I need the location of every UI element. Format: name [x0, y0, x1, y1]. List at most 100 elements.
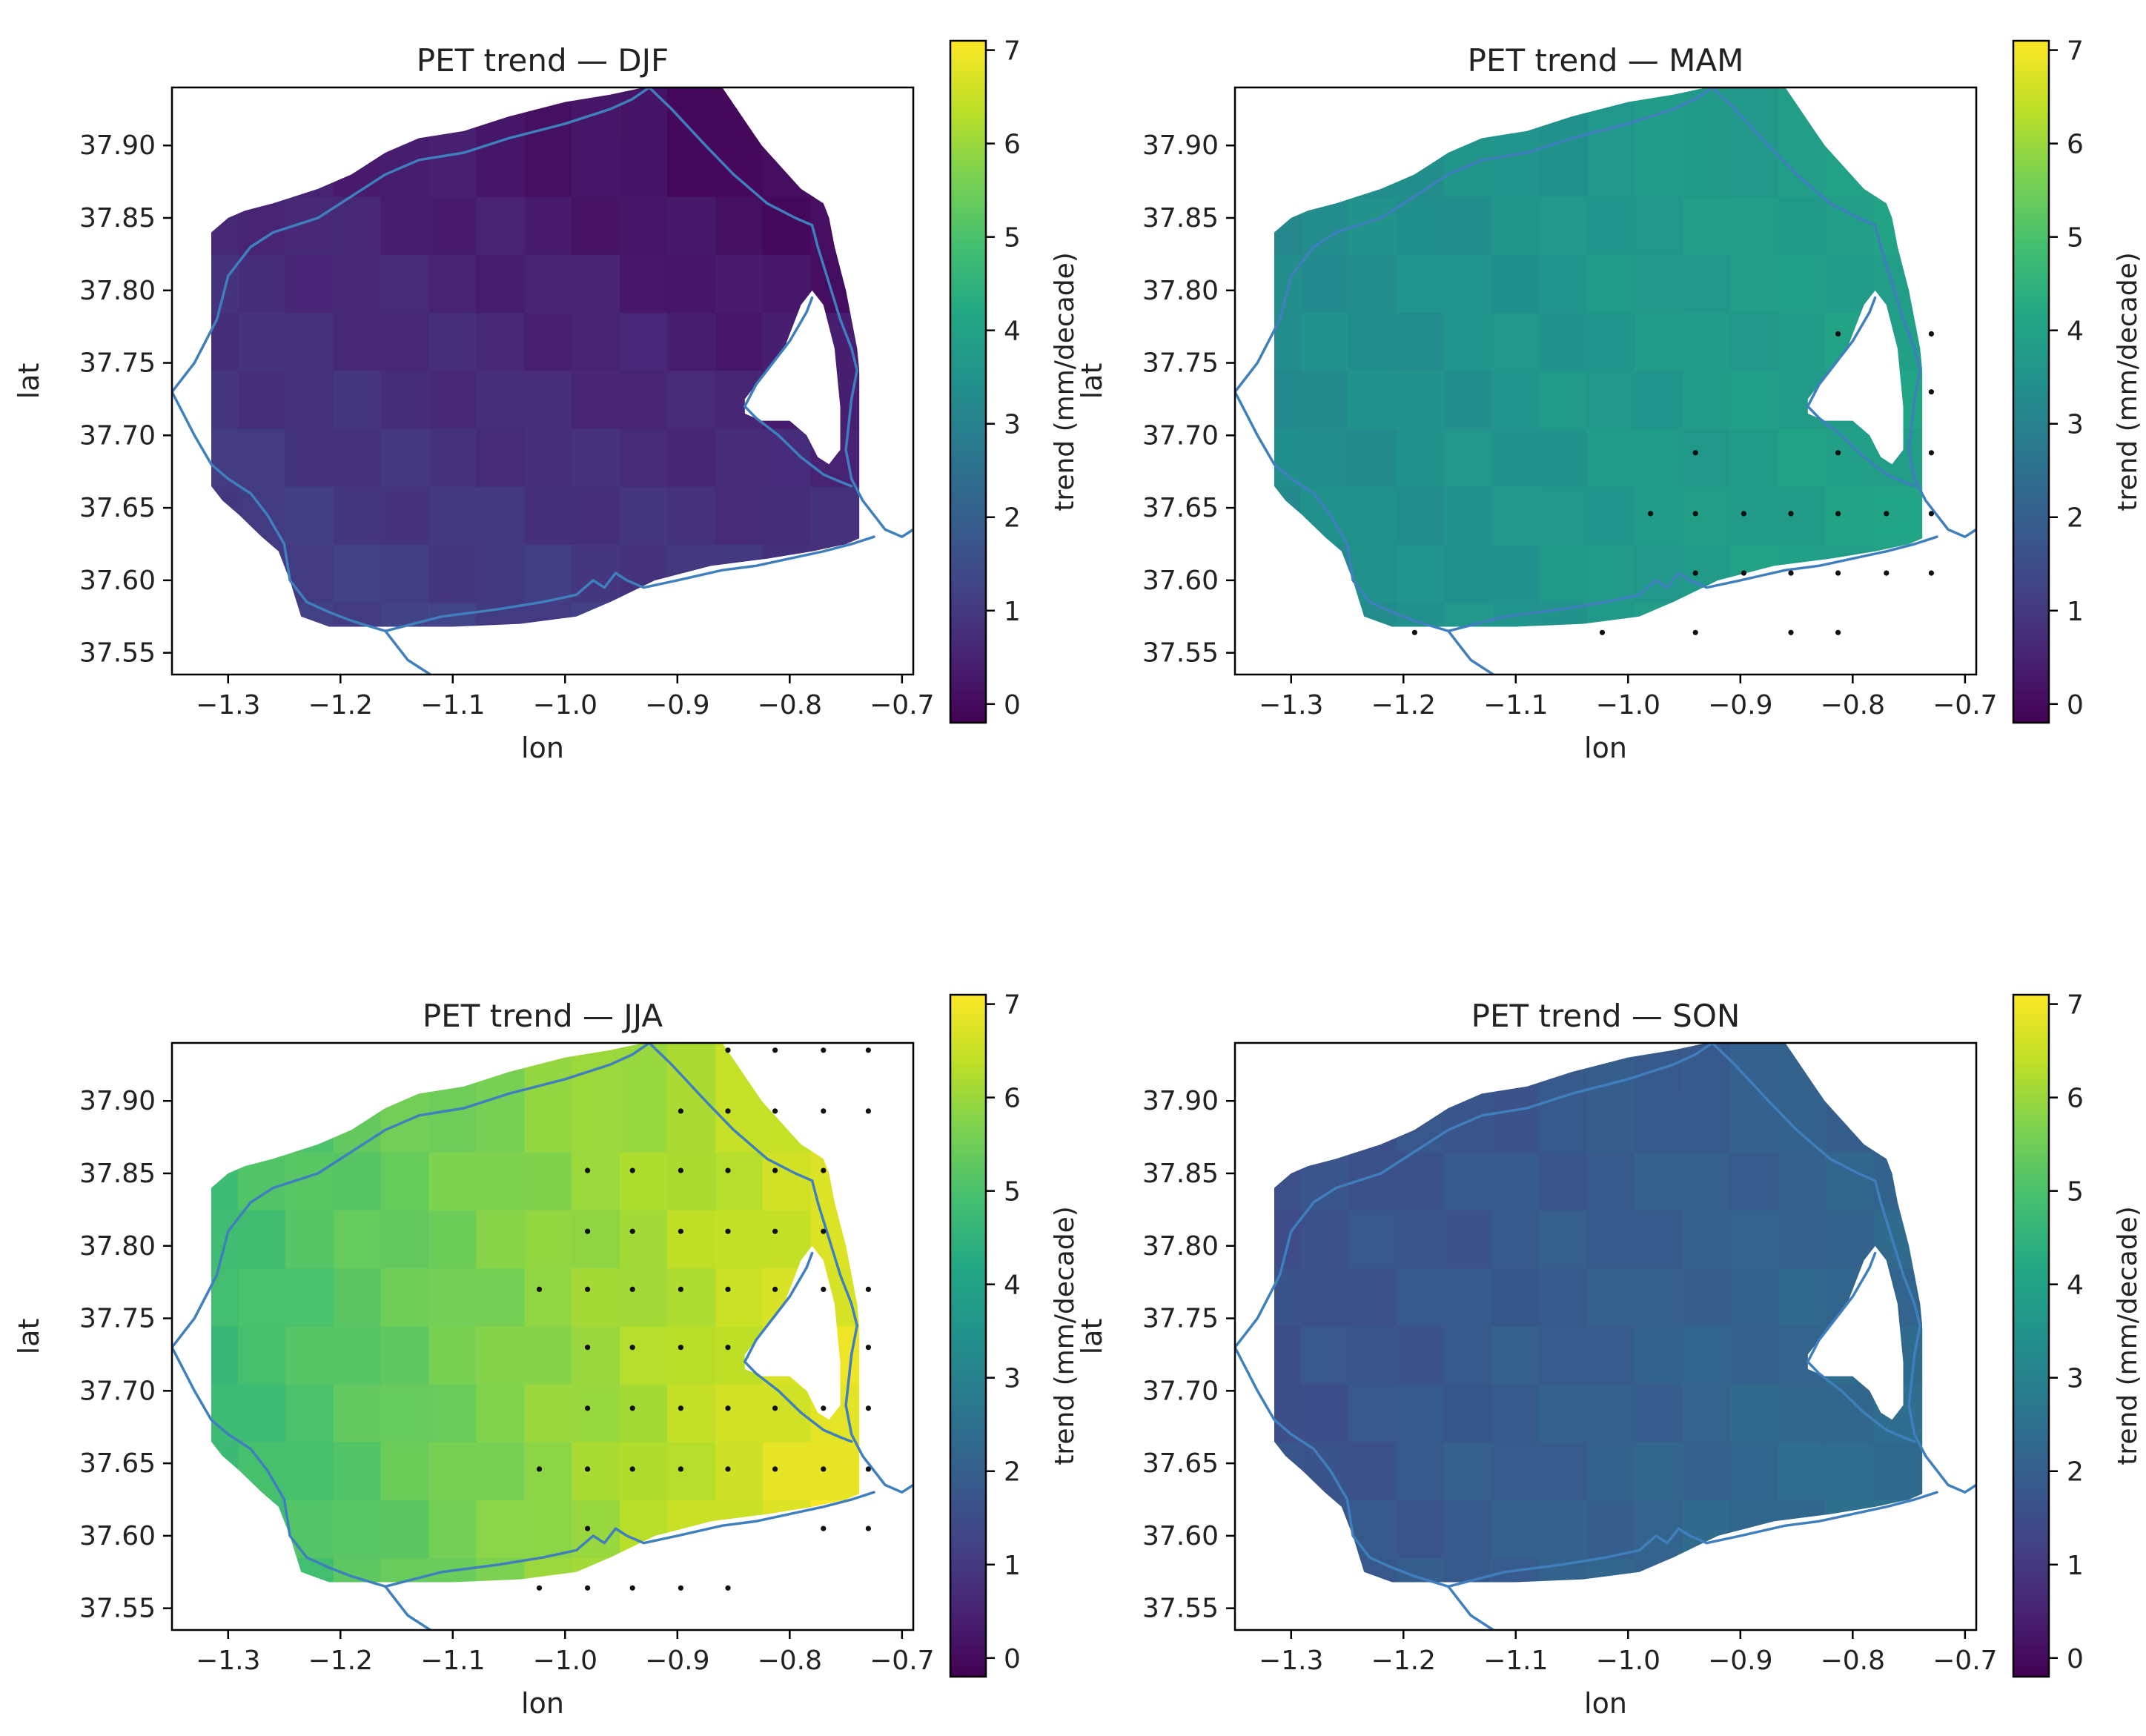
- y-tick-label: 37.80: [1142, 276, 1219, 306]
- coast-line: [1235, 390, 1495, 675]
- x-tick-label: −1.0: [533, 690, 597, 720]
- significance-dot: [821, 1286, 827, 1292]
- x-tick-label: −0.9: [645, 690, 709, 720]
- y-axis-label: lat: [13, 363, 45, 400]
- heatmap-cell: [1729, 1043, 1779, 1153]
- y-tick-label: 37.75: [1142, 348, 1219, 379]
- heatmap-cell: [810, 1093, 860, 1210]
- colorbar-tick-label: 0: [2067, 1644, 2084, 1674]
- colorbar-gradient: [950, 41, 986, 723]
- heatmap-cell: [428, 1043, 477, 1153]
- heatmap-cell: [1539, 87, 1588, 197]
- panel-2: −1.3 −1.2 −1.1 −1.0 −0.9 −0.8 −0.737.5537.6037…: [13, 990, 1080, 1720]
- colorbar-label: trend (mm/decade): [1050, 252, 1080, 511]
- colorbar-tick-label: 4: [1004, 1270, 1021, 1301]
- significance-dot: [1692, 570, 1698, 576]
- x-tick-label: −1.3: [1259, 1646, 1323, 1676]
- y-tick-label: 37.60: [79, 1521, 156, 1551]
- significance-dot: [725, 1228, 731, 1234]
- heatmap-cell: [1587, 87, 1636, 197]
- heatmap-cell: [333, 1043, 382, 1153]
- heatmap-cell: [238, 1500, 287, 1583]
- x-axis-label: lon: [521, 732, 564, 764]
- y-tick-label: 37.85: [1142, 203, 1219, 233]
- heatmap-cell: [1396, 87, 1445, 197]
- panel-1: −1.3 −1.2 −1.1 −1.0 −0.9 −0.8 −0.737.5537.6037…: [1076, 36, 2143, 764]
- significance-dot: [725, 1585, 731, 1591]
- coast-line: [743, 1251, 853, 1443]
- heatmap-cell: [620, 1043, 669, 1153]
- heatmap-cell: [1635, 1043, 1683, 1153]
- significance-dot: [629, 1228, 635, 1234]
- heatmap-cell: [810, 87, 860, 197]
- y-tick-label: 37.65: [1142, 493, 1219, 523]
- colorbar-tick-label: 3: [2067, 410, 2084, 440]
- colorbar: 0 1 2 3 4 5 6 7 trend (mm/decade): [2012, 36, 2143, 724]
- heatmap-cell: [476, 87, 525, 197]
- significance-dot: [1788, 570, 1794, 576]
- significance-dot: [678, 1228, 684, 1234]
- colorbar-label: trend (mm/decade): [1050, 1206, 1080, 1465]
- significance-dot: [1788, 511, 1794, 517]
- x-tick-label: −1.0: [533, 1646, 597, 1676]
- significance-dot: [865, 1108, 871, 1114]
- heatmap-cell: [285, 87, 334, 197]
- heatmap-cells: [211, 1043, 860, 1583]
- heatmap-cell: [238, 138, 287, 255]
- heatmap-cell: [333, 87, 382, 197]
- chart-title: PET trend — MAM: [1468, 42, 1744, 79]
- heatmap-cell: [211, 87, 239, 197]
- axes-frame: [1233, 86, 1978, 676]
- panel-0: −1.3 −1.2 −1.1 −1.0 −0.9 −0.8 −0.737.5537.6037…: [13, 36, 1080, 764]
- x-axis-label: lon: [1584, 732, 1627, 764]
- heatmap-cell: [238, 1043, 287, 1153]
- heatmap-cell: [380, 87, 429, 197]
- significance-dot: [678, 1345, 684, 1351]
- y-tick-label: 37.65: [79, 1448, 156, 1479]
- colorbar-tick-label: 0: [1004, 1644, 1021, 1674]
- significance-dot: [821, 1047, 827, 1053]
- coast-line: [1447, 535, 1938, 633]
- y-tick-label: 37.70: [1142, 1376, 1219, 1406]
- coast-line: [1447, 1491, 1938, 1588]
- coast-line: [1235, 1345, 1495, 1630]
- coast-line: [172, 1043, 913, 1494]
- significance-dot: [772, 1466, 778, 1472]
- chart-title: PET trend — SON: [1471, 998, 1741, 1034]
- x-tick-label: −0.7: [870, 690, 934, 720]
- heatmap-cell: [1873, 544, 1923, 627]
- coast-line: [384, 535, 875, 633]
- significance-dot: [678, 1108, 684, 1114]
- heatmap-cell: [1301, 87, 1350, 197]
- colorbar-tick-label: 1: [2067, 1551, 2084, 1581]
- y-tick-label: 37.70: [79, 1376, 156, 1406]
- heatmap-cell: [810, 1500, 860, 1583]
- colorbar-tick-label: 7: [2067, 36, 2084, 67]
- significance-dot: [536, 1286, 543, 1292]
- significance-dot: [865, 1525, 871, 1531]
- significance-dot: [1928, 389, 1934, 395]
- colorbar-tick-label: 5: [2067, 1177, 2084, 1207]
- significance-dot: [585, 1286, 591, 1292]
- significance-dot: [1928, 570, 1934, 576]
- significance-dot: [629, 1286, 635, 1292]
- x-tick-label: −0.9: [645, 1646, 709, 1676]
- significance-dot: [1692, 511, 1698, 517]
- significance-dot: [1928, 331, 1934, 337]
- heatmap-cell: [1873, 87, 1923, 197]
- significance-dot: [1835, 450, 1841, 456]
- colorbar-tick-label: 4: [2067, 317, 2084, 347]
- colorbar-tick-label: 6: [2067, 1084, 2084, 1114]
- heatmap-cell: [1635, 87, 1683, 197]
- y-tick-label: 37.60: [79, 566, 156, 596]
- colorbar: 0 1 2 3 4 5 6 7 trend (mm/decade): [949, 990, 1080, 1678]
- significance-dot: [536, 1466, 543, 1472]
- significance-dot: [725, 1405, 731, 1411]
- heatmap-cell: [238, 87, 287, 197]
- significance-dot: [1928, 450, 1934, 456]
- heatmap-cell: [1274, 544, 1302, 627]
- heatmap-cell: [524, 87, 573, 197]
- x-tick-label: −1.1: [420, 1646, 485, 1676]
- y-tick-label: 37.80: [79, 276, 156, 306]
- colorbar-tick-label: 6: [2067, 130, 2084, 160]
